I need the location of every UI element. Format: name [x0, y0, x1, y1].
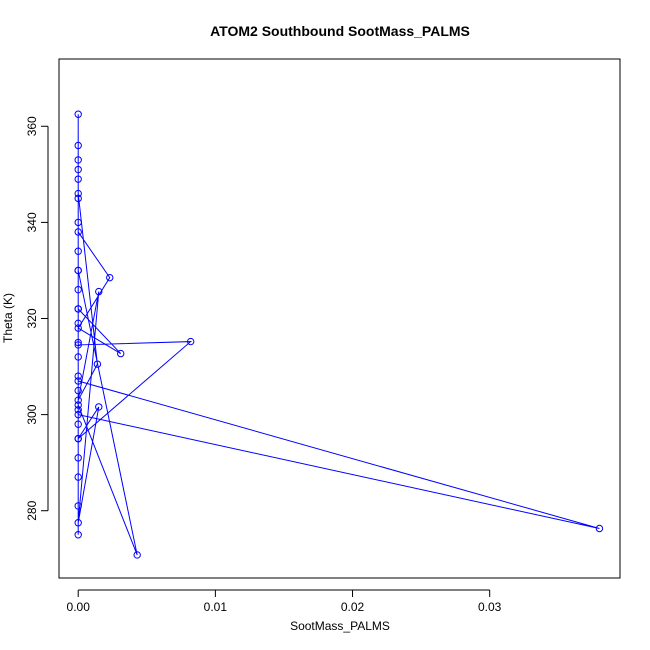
data-point — [74, 519, 82, 527]
series-layer — [74, 110, 604, 559]
data-point — [74, 434, 82, 443]
data-point — [74, 324, 82, 332]
x-tick-label: 0.00 — [67, 600, 91, 614]
data-point — [74, 165, 82, 174]
data-point — [74, 110, 82, 118]
data-point — [74, 141, 82, 150]
data-point — [74, 372, 82, 380]
y-tick-label: 280 — [25, 500, 39, 520]
data-point — [74, 377, 82, 385]
data-point — [74, 353, 82, 361]
data-point — [74, 305, 82, 313]
x-tick-label: 0.03 — [478, 600, 502, 614]
data-point — [74, 454, 82, 462]
data-point — [74, 218, 82, 227]
plot-frame — [58, 58, 621, 579]
y-tick-label: 300 — [25, 404, 39, 424]
data-point — [74, 266, 82, 275]
y-tick-label: 360 — [25, 116, 39, 136]
data-point — [74, 410, 82, 419]
data-point — [74, 194, 82, 203]
series-line — [77, 114, 600, 556]
data-point — [95, 287, 103, 296]
data-point — [74, 175, 82, 183]
data-point — [74, 338, 82, 347]
data-point — [74, 386, 82, 395]
data-point — [74, 396, 82, 404]
data-point — [133, 551, 141, 559]
data-point — [74, 319, 82, 328]
x-tick-label: 0.02 — [341, 600, 365, 614]
y-axis: 280 300 320 340 360 — [25, 116, 49, 521]
data-point — [74, 228, 82, 236]
data-point — [74, 401, 82, 409]
data-point — [74, 189, 82, 198]
data-point — [74, 531, 82, 539]
chart-title: ATOM2 Southbound SootMass_PALMS — [210, 23, 470, 39]
y-axis-label: Theta (K) — [1, 293, 15, 343]
data-point — [74, 406, 82, 414]
data-point — [74, 473, 82, 481]
data-point — [74, 341, 82, 349]
data-point — [117, 349, 125, 358]
y-tick-label: 320 — [25, 308, 39, 328]
data-point — [74, 502, 82, 510]
data-point — [186, 337, 195, 346]
x-axis: 0.00 0.01 0.02 0.03 — [67, 589, 502, 614]
x-tick-label: 0.01 — [204, 600, 228, 614]
data-point — [74, 285, 82, 294]
data-point — [74, 156, 82, 164]
data-point — [595, 524, 604, 533]
data-point — [74, 247, 82, 255]
data-point — [93, 360, 102, 368]
data-point — [95, 403, 103, 411]
y-tick-label: 340 — [25, 212, 39, 232]
data-point — [74, 420, 82, 428]
x-axis-label: SootMass_PALMS — [290, 619, 390, 633]
data-point — [106, 273, 114, 282]
